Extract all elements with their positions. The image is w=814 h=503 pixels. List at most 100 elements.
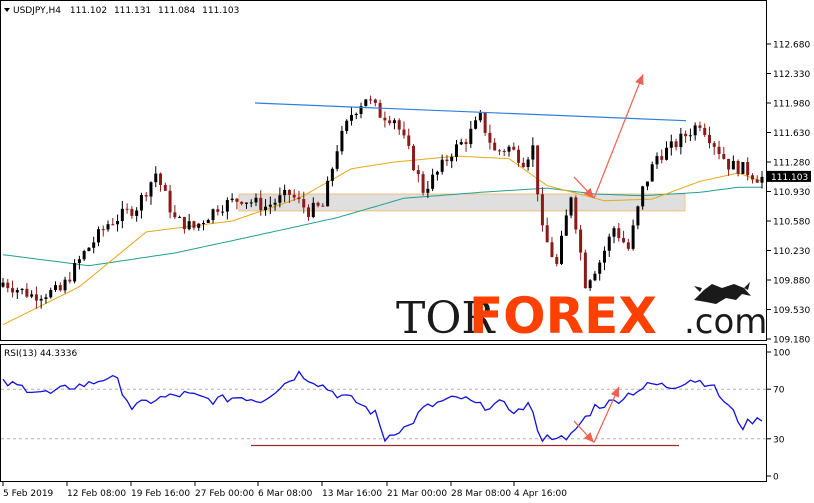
rsi-tick-label: 70 — [773, 386, 785, 396]
rsi-forecast-arrow-segment[interactable] — [593, 386, 620, 443]
rsi-header-label: RSI(13) 44.3336 — [4, 349, 77, 359]
candle-body — [173, 212, 177, 218]
candle-body — [598, 262, 602, 274]
candle-body — [96, 229, 100, 243]
ohlc-close: 111.103 — [202, 6, 239, 16]
candle-body — [412, 145, 416, 171]
candle-body — [259, 197, 263, 211]
candle-body — [574, 197, 578, 230]
moving-average-fast — [2, 155, 763, 326]
candle-body — [660, 156, 664, 160]
forecast-arrow-arrowhead-icon — [635, 74, 644, 86]
candle-body — [287, 189, 291, 195]
candle-body — [197, 223, 201, 228]
candle-body — [536, 145, 540, 195]
candle-body — [388, 120, 392, 124]
candle-body — [698, 125, 702, 128]
dropdown-triangle-icon[interactable] — [4, 8, 10, 12]
rsi-forecast-arrow-arrowhead-icon — [583, 432, 594, 443]
candle-body — [240, 201, 244, 204]
candle-body — [602, 250, 606, 263]
candle-body — [521, 162, 525, 168]
price-tick-label: 112.330 — [773, 70, 810, 80]
candle-body — [755, 179, 759, 183]
candle-body — [278, 195, 282, 203]
candle-body — [416, 170, 420, 175]
candle-body — [392, 120, 396, 124]
candle-body — [435, 171, 439, 175]
rsi-tick-label: 30 — [773, 435, 785, 445]
candle-body — [722, 153, 726, 159]
ohlc-low: 111.084 — [158, 6, 195, 16]
watermark-com: .com — [684, 302, 767, 342]
support-zone-rect[interactable] — [238, 193, 686, 212]
price-panel-frame — [0, 0, 767, 341]
candle-body — [178, 216, 182, 218]
candle-body — [34, 294, 38, 301]
candle-body — [359, 106, 363, 114]
candle-body — [316, 202, 320, 206]
candle-body — [20, 288, 24, 291]
candle-body — [1, 282, 5, 287]
candle-body — [502, 150, 506, 152]
candle-body — [149, 182, 153, 197]
candle-body — [335, 151, 339, 169]
time-tick-label: 4 Apr 16:00 — [514, 489, 567, 499]
candle-body — [58, 285, 62, 291]
candle-body — [421, 174, 425, 193]
candle-body — [135, 210, 139, 216]
candle-body — [273, 202, 277, 205]
candle-body — [87, 247, 91, 251]
forecast-arrow-segment[interactable] — [593, 74, 644, 199]
candle-body — [15, 290, 19, 293]
candle-body — [497, 150, 501, 152]
candle-body — [746, 162, 750, 176]
candle-body — [230, 198, 234, 201]
price-tick-label: 112.680 — [773, 41, 810, 51]
candle-body — [330, 168, 334, 181]
candle-body — [703, 127, 707, 135]
candle-body — [30, 294, 34, 297]
candle-body — [588, 280, 592, 289]
candle-body — [77, 259, 81, 264]
candle-body — [349, 115, 353, 121]
candle-body — [201, 222, 205, 224]
candle-body — [454, 144, 458, 157]
candle-body — [235, 198, 239, 202]
time-tick-label: 27 Feb 00:00 — [195, 489, 254, 499]
candle-body — [345, 120, 349, 131]
rsi-panel-frame — [0, 344, 767, 482]
candle-body — [483, 112, 487, 133]
candle-body — [727, 158, 731, 170]
candle-body — [431, 174, 435, 189]
candle-body — [488, 132, 492, 143]
candle-body — [182, 216, 186, 230]
price-tick-label: 110.230 — [773, 247, 810, 257]
rsi-tick-label: 100 — [773, 349, 790, 359]
candle-body — [512, 146, 516, 150]
candle-body — [650, 164, 654, 182]
candle-body — [741, 162, 745, 174]
candle-body — [369, 99, 373, 101]
forecast-arrows[interactable] — [573, 74, 644, 199]
watermark-forex: FOREX — [469, 287, 657, 345]
candle-body — [249, 202, 253, 204]
candle-body — [130, 208, 134, 216]
rsi-forecast-arrows[interactable] — [573, 386, 620, 443]
candle-body — [125, 208, 129, 210]
candle-body — [622, 238, 626, 243]
trendline-segment[interactable] — [254, 102, 687, 122]
candlestick-series — [1, 95, 764, 309]
candle-body — [560, 235, 564, 264]
candle-body — [283, 189, 287, 196]
candle-body — [655, 156, 659, 165]
candle-body — [159, 173, 163, 185]
candle-body — [426, 188, 430, 193]
price-tick-label: 109.180 — [773, 336, 810, 346]
candle-body — [564, 215, 568, 236]
candle-body — [106, 224, 110, 230]
price-axis: 112.680 112.330 111.980 111.630 111.280 110.9… — [767, 41, 810, 346]
resistance-trendline[interactable] — [254, 102, 687, 122]
candle-body — [445, 159, 449, 162]
